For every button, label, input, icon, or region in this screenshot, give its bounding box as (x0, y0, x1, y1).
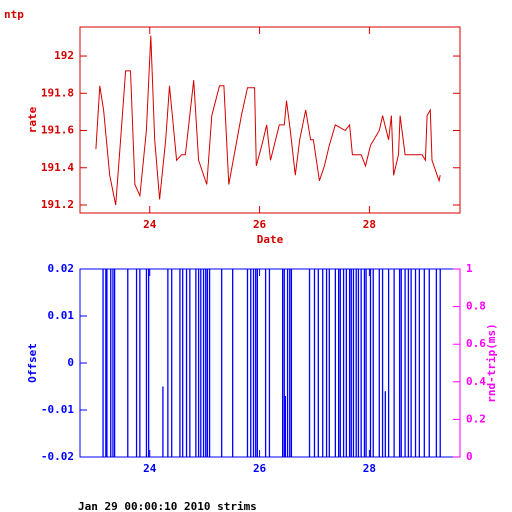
x-tick-label: 24 (143, 462, 157, 475)
y-tick-label: 0 (67, 356, 74, 369)
y-tick-label: 191.2 (41, 198, 74, 211)
y2-tick-label: 1 (466, 262, 473, 275)
y-tick-label: 0.02 (48, 262, 75, 275)
y2-tick-label: 0.2 (466, 412, 486, 425)
y2-tick-label: 0.8 (466, 300, 486, 313)
y-tick-label: 191.6 (41, 124, 74, 137)
x-tick-label: 28 (363, 218, 376, 231)
plot-frame (79, 26, 461, 214)
y2-tick-label: 0.6 (466, 337, 486, 350)
x-axis-label: Date (257, 233, 284, 246)
y-tick-label: 0.01 (48, 309, 75, 322)
y-axis-label: rate (26, 106, 39, 133)
y-axis-label: Offset (26, 343, 39, 383)
x-tick-label: 28 (363, 462, 376, 475)
x-tick-label: 26 (253, 218, 267, 231)
footer: Jan 29 00:00:10 2010 strims (78, 500, 257, 512)
y-tick-label: 192 (54, 49, 74, 62)
y-tick-label: 191.4 (41, 161, 74, 174)
x-tick-label: 26 (253, 462, 267, 475)
y2-tick-label: 0.4 (466, 375, 486, 388)
y-tick-label: -0.01 (41, 403, 74, 416)
x-tick-label: 24 (143, 218, 157, 231)
y-tick-label: 191.8 (41, 86, 74, 99)
data-line (95, 35, 441, 206)
y2-axis-label: rnd-trip(ms) (485, 323, 498, 402)
y2-tick-label: 0 (466, 450, 473, 463)
y-tick-label: -0.02 (41, 450, 74, 463)
chart-title: ntp (4, 8, 24, 21)
